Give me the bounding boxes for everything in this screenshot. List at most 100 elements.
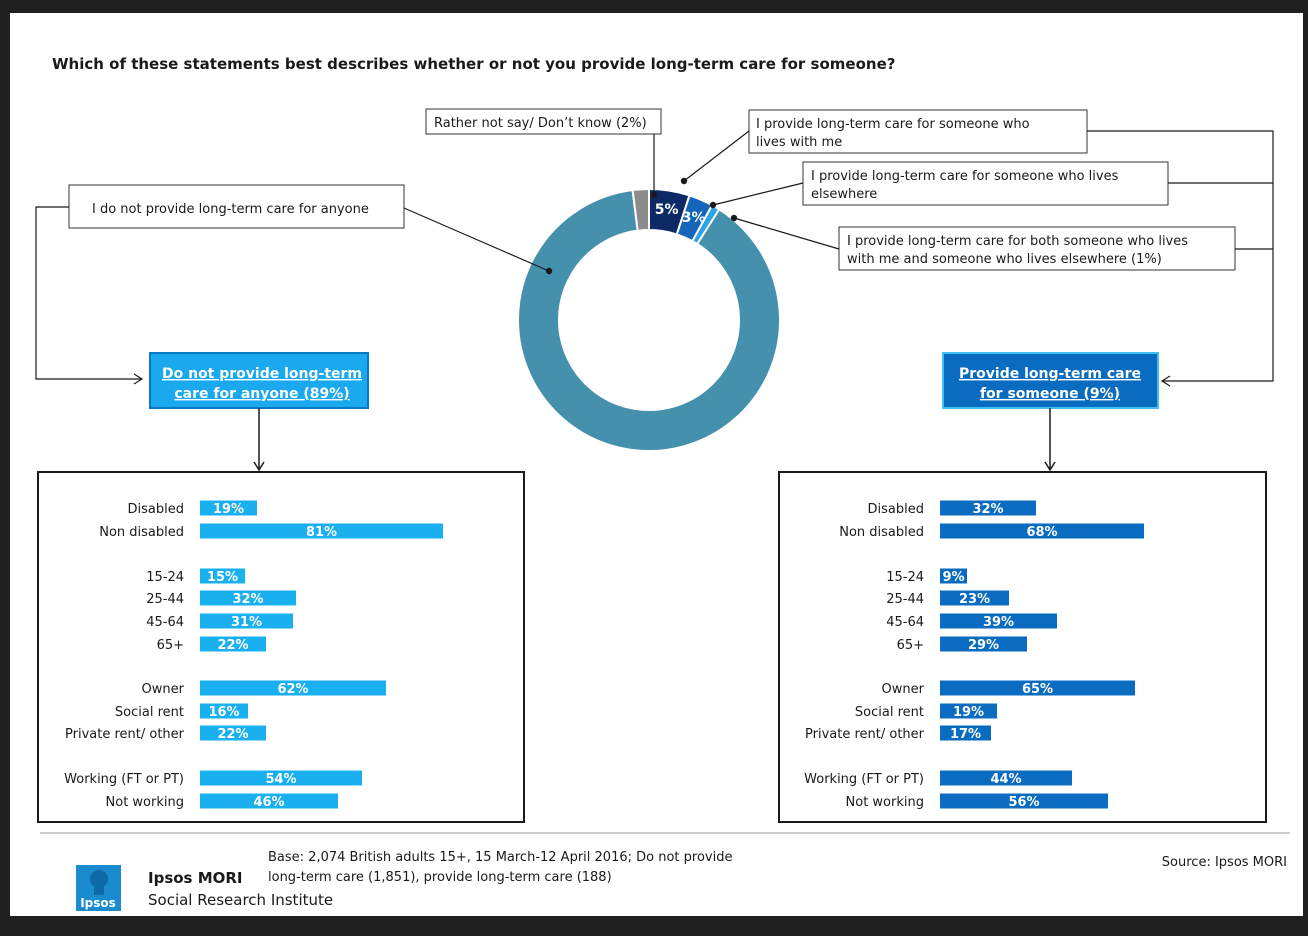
callout-lives-elsewhere-line2: elsewhere xyxy=(811,187,877,202)
left-value-label: 22% xyxy=(217,638,248,653)
right-bar xyxy=(940,613,1057,629)
leader-lines xyxy=(403,130,840,272)
leader-dots xyxy=(545,177,738,275)
right-category-label: 65+ xyxy=(897,638,924,653)
right-category-label: 15-24 xyxy=(886,570,924,585)
callout-lives-with-me-line1: I provide long-term care for someone who xyxy=(756,117,1030,132)
left-group-title-line2: care for anyone (89%) xyxy=(174,386,349,402)
logo-text: Ipsos xyxy=(80,896,116,910)
callout-lives-with-me-box xyxy=(748,109,1088,154)
left-group-title-line1: Do not provide long-term xyxy=(162,366,362,382)
right-value-label: 65% xyxy=(1022,682,1053,697)
right-value-label: 17% xyxy=(950,727,981,742)
right-value-label: 44% xyxy=(990,772,1021,787)
donut-segment-dont-know xyxy=(631,187,650,232)
right-bar xyxy=(940,636,1027,652)
right-category-label: 45-64 xyxy=(886,615,924,630)
callout-both-line2: with me and someone who lives elsewhere … xyxy=(847,252,1162,267)
right-value-label: 9% xyxy=(942,570,964,585)
right-category-label: Working (FT or PT) xyxy=(804,772,924,787)
left-bar xyxy=(200,793,338,809)
right-category-label: Private rent/ other xyxy=(805,727,925,742)
base-note-line2: long-term care (1,851), provide long-ter… xyxy=(268,870,612,885)
left-bar xyxy=(200,500,257,516)
right-bracket-arrow xyxy=(1087,130,1274,387)
left-category-label: 65+ xyxy=(157,638,184,653)
right-value-label: 23% xyxy=(959,592,990,607)
right-bar-chart: Disabled 32% Non disabled 68% 15-24 9% 25-44 23… xyxy=(804,500,1144,810)
left-value-label: 62% xyxy=(277,682,308,697)
left-category-label: Not working xyxy=(106,795,184,810)
base-note-line1: Base: 2,074 British adults 15+, 15 March… xyxy=(268,850,732,865)
right-group-title-line2: for someone (9%) xyxy=(980,386,1120,402)
right-bar xyxy=(940,523,1144,539)
right-group-title-line1: Provide long-term care xyxy=(959,366,1141,382)
ipsos-logo: Ipsos xyxy=(76,865,121,911)
left-category-label: Non disabled xyxy=(99,525,184,540)
left-bar xyxy=(200,703,248,719)
right-category-label: Not working xyxy=(846,795,924,810)
right-bar xyxy=(940,590,1009,606)
right-bar xyxy=(940,770,1072,786)
right-category-label: Owner xyxy=(882,682,925,697)
left-bar xyxy=(200,523,443,539)
callout-lives-with-me-line2: lives with me xyxy=(756,135,842,150)
left-value-label: 81% xyxy=(306,525,337,540)
left-bar xyxy=(200,680,386,696)
right-bar xyxy=(940,680,1135,696)
right-category-label: Non disabled xyxy=(839,525,924,540)
left-category-label: 45-64 xyxy=(146,615,184,630)
right-value-label: 56% xyxy=(1008,795,1039,810)
donut-segment-not-provide xyxy=(517,188,781,452)
chart-canvas: Which of these statements best describes… xyxy=(35,55,1290,911)
callout-not-provide-box xyxy=(68,184,405,229)
right-category-label: Disabled xyxy=(868,502,924,517)
left-bar xyxy=(200,590,296,606)
left-bar xyxy=(200,636,266,652)
right-value-label: 32% xyxy=(972,502,1003,517)
left-bar xyxy=(200,568,245,584)
left-category-label: 15-24 xyxy=(146,570,184,585)
right-bar xyxy=(940,500,1036,516)
left-category-label: Private rent/ other xyxy=(65,727,185,742)
left-value-label: 54% xyxy=(265,772,296,787)
right-value-label: 19% xyxy=(953,705,984,720)
slide: Which of these statements best describes… xyxy=(10,13,1303,916)
callout-both-box xyxy=(838,226,1236,271)
right-bar xyxy=(940,568,967,584)
right-value-label: 68% xyxy=(1026,525,1057,540)
right-down-arrow xyxy=(1044,408,1056,472)
donut-chart: 5% 3% 89% xyxy=(517,187,781,492)
left-value-label: 16% xyxy=(208,705,239,720)
right-bar xyxy=(940,793,1108,809)
right-value-label: 29% xyxy=(968,638,999,653)
left-bar xyxy=(200,770,362,786)
left-category-label: 25-44 xyxy=(146,592,184,607)
callout-both-line1: I provide long-term care for both someon… xyxy=(847,234,1188,249)
callout-lives-elsewhere-line1: I provide long-term care for someone who… xyxy=(811,169,1119,184)
left-bar xyxy=(200,725,266,741)
right-bar xyxy=(940,703,997,719)
brand-name: Ipsos MORI xyxy=(148,869,243,887)
left-group-box xyxy=(149,352,369,409)
left-value-label: 31% xyxy=(231,615,262,630)
left-category-label: Working (FT or PT) xyxy=(64,772,184,787)
right-category-label: Social rent xyxy=(855,705,924,720)
donut-label-lives-with-me: 5% xyxy=(655,202,679,218)
brand-subtitle: Social Research Institute xyxy=(148,891,333,909)
left-category-label: Disabled xyxy=(128,502,184,517)
callout-rather-not-say-box xyxy=(425,108,662,135)
donut-label-not-provide: 89% xyxy=(622,474,658,492)
donut-label-lives-elsewhere: 3% xyxy=(682,210,706,226)
left-value-label: 46% xyxy=(253,795,284,810)
right-value-label: 39% xyxy=(983,615,1014,630)
callout-rather-not-say-text: Rather not say/ Don’t know (2%) xyxy=(434,116,647,131)
left-category-label: Social rent xyxy=(115,705,184,720)
right-category-label: 25-44 xyxy=(886,592,924,607)
left-bar xyxy=(200,613,293,629)
right-group-box xyxy=(942,352,1159,409)
left-value-label: 19% xyxy=(213,502,244,517)
left-value-label: 22% xyxy=(217,727,248,742)
source-note: Source: Ipsos MORI xyxy=(1162,855,1287,870)
question-title: Which of these statements best describes… xyxy=(52,55,895,73)
